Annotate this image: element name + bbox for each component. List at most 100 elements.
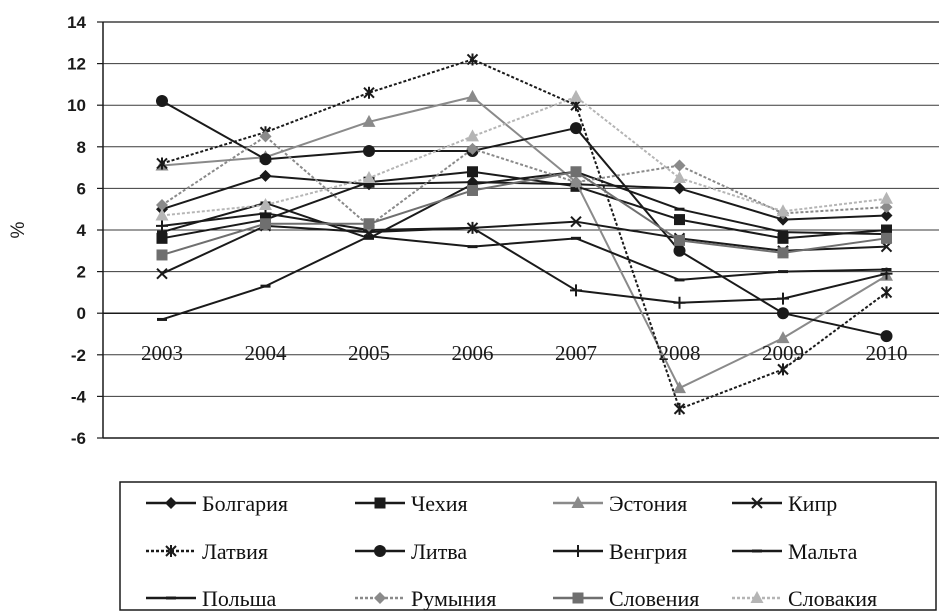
y-tick-label: 14 xyxy=(67,13,86,32)
data-point xyxy=(777,247,789,259)
y-tick-label: 0 xyxy=(77,304,86,323)
data-point xyxy=(776,204,790,217)
data-point xyxy=(777,213,789,226)
legend-item: Латвия xyxy=(146,539,268,564)
series-6 xyxy=(156,95,893,343)
legend-item: Кипр xyxy=(732,491,837,516)
y-tick-label: -4 xyxy=(71,387,87,406)
x-tick-label: 2008 xyxy=(659,341,701,365)
series-11 xyxy=(156,166,892,261)
data-point xyxy=(260,218,271,230)
legend-label: Словения xyxy=(609,586,699,611)
data-point xyxy=(673,381,686,394)
series-line xyxy=(161,100,887,338)
legend-label: Румыния xyxy=(411,586,496,611)
data-point xyxy=(880,330,893,343)
series-7 xyxy=(156,207,893,309)
series-line xyxy=(161,170,887,240)
data-point xyxy=(466,89,479,102)
series-5 xyxy=(156,53,893,415)
series-line xyxy=(161,170,887,256)
y-tick-label: -2 xyxy=(71,346,86,365)
data-point xyxy=(467,184,478,196)
data-point xyxy=(363,218,375,230)
data-point xyxy=(155,208,169,221)
data-point xyxy=(156,199,168,212)
legend-label: Польша xyxy=(202,586,277,611)
series-line xyxy=(161,95,887,217)
data-point xyxy=(776,331,790,344)
data-point xyxy=(880,201,893,214)
data-point xyxy=(156,157,168,170)
data-point xyxy=(156,267,168,280)
data-point xyxy=(880,209,893,222)
legend-marker xyxy=(750,591,764,603)
data-point xyxy=(777,363,789,376)
x-tick-label: 2009 xyxy=(762,341,804,365)
legend: Болгария Чехия Эстония Кипр Латвия Литва Венгр… xyxy=(119,481,937,611)
legend-item: Словения xyxy=(553,586,699,611)
data-point xyxy=(156,232,168,244)
y-tick-label: 2 xyxy=(77,263,86,282)
data-point xyxy=(673,296,686,309)
legend-label: Чехия xyxy=(411,491,468,516)
x-tick-label: 2003 xyxy=(141,341,183,365)
legend-item: Польша xyxy=(146,586,277,611)
data-point xyxy=(674,214,685,226)
legend-marker xyxy=(374,497,386,509)
y-tick-labels: -6 -4 -2 0 2 4 6 8 10 12 14 xyxy=(67,13,103,448)
data-point xyxy=(156,95,168,108)
legend-label: Латвия xyxy=(202,539,268,564)
data-point xyxy=(362,114,376,127)
data-point xyxy=(466,221,479,234)
series-lines xyxy=(155,53,893,415)
series-line xyxy=(161,174,887,221)
y-tick-label: 12 xyxy=(67,55,86,74)
series-line xyxy=(161,58,888,410)
legend-label: Венгрия xyxy=(609,539,687,564)
data-point xyxy=(259,130,272,143)
legend-marker xyxy=(374,592,386,604)
axes xyxy=(102,21,939,439)
series-line xyxy=(161,135,887,227)
data-point xyxy=(570,284,582,297)
legend-marker xyxy=(374,545,386,557)
data-point xyxy=(880,286,893,299)
legend-label: Болгария xyxy=(202,491,288,516)
data-point xyxy=(362,171,376,183)
data-point xyxy=(467,166,478,178)
x-tick-label: 2006 xyxy=(452,341,494,365)
legend-label: Словакия xyxy=(788,586,877,611)
data-point xyxy=(673,159,686,172)
legend-item: Чехия xyxy=(355,491,468,516)
data-point xyxy=(673,182,686,195)
legend-item: Словакия xyxy=(732,586,877,611)
data-point xyxy=(777,292,789,305)
data-point xyxy=(570,215,582,228)
y-tick-label: 10 xyxy=(67,96,86,115)
legend-item: Венгрия xyxy=(553,539,687,564)
series-line xyxy=(161,212,887,304)
data-point xyxy=(570,166,582,178)
data-point xyxy=(777,307,789,320)
legend-marker xyxy=(572,545,584,557)
data-point xyxy=(466,53,479,66)
series-12 xyxy=(155,89,893,221)
data-point xyxy=(777,232,789,244)
data-point xyxy=(363,86,375,99)
legend-item: Болгария xyxy=(146,491,288,516)
y-tick-label: 6 xyxy=(77,179,86,198)
series-line xyxy=(161,220,887,275)
data-point xyxy=(259,169,272,182)
legend-item: Румыния xyxy=(355,586,496,611)
data-point xyxy=(259,198,272,211)
data-point xyxy=(881,232,892,244)
x-tick-label: 2004 xyxy=(245,341,288,365)
data-point xyxy=(466,142,479,155)
x-tick-label: 2007 xyxy=(555,341,597,365)
x-tick-label: 2005 xyxy=(348,341,390,365)
y-tick-label: -6 xyxy=(71,429,86,448)
data-point xyxy=(673,171,686,183)
data-point xyxy=(570,176,582,189)
